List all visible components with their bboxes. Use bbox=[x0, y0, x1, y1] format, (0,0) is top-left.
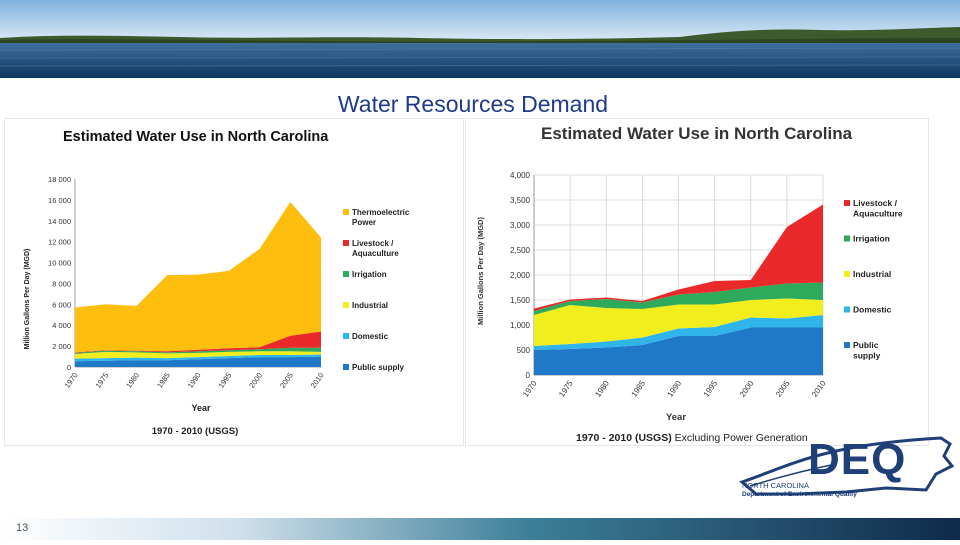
right-y-tick-label: 1,500 bbox=[510, 296, 531, 305]
right-area-domestic bbox=[534, 315, 823, 350]
left-legend-label: Public supply bbox=[352, 363, 405, 372]
right-area-irrigation bbox=[534, 282, 823, 315]
lake-banner-image bbox=[0, 0, 960, 78]
deq-logo-letters: DEQ bbox=[808, 435, 906, 484]
deq-logo-line2: Department of Environmental Quality bbox=[742, 491, 857, 498]
left-legend-swatch bbox=[343, 271, 349, 277]
right-legend-swatch bbox=[844, 342, 850, 348]
chart-right-footnote-rest: Excluding Power Generation bbox=[672, 432, 808, 444]
right-x-tick-label: 2005 bbox=[774, 379, 792, 399]
left-y-tick-label: 14 000 bbox=[48, 217, 71, 226]
left-legend-label: Irrigation bbox=[352, 270, 387, 279]
right-legend-label: Irrigation bbox=[853, 234, 890, 244]
chart-right-svg: Estimated Water Use in North Carolina 0 5… bbox=[476, 124, 903, 444]
right-legend-swatch bbox=[844, 200, 850, 206]
left-legend-swatch bbox=[343, 240, 349, 246]
left-y-tick-label: 16 000 bbox=[48, 196, 71, 205]
left-x-tick-label: 1980 bbox=[124, 371, 141, 390]
left-x-tick-label: 1970 bbox=[63, 371, 80, 390]
left-y-tick-label: 18 000 bbox=[48, 175, 71, 184]
chart-left-ylabel: Million Gallons Per Day (MGD) bbox=[24, 249, 31, 350]
chart-right-title: Estimated Water Use in North Carolina bbox=[541, 124, 853, 143]
right-y-tick-label: 3,500 bbox=[510, 196, 531, 205]
right-legend-label: Industrial bbox=[853, 269, 891, 279]
right-legend-label: Livestock / Aquaculture bbox=[853, 198, 903, 219]
left-area-livestock-aquaculture bbox=[75, 331, 321, 353]
right-y-tick-label: 0 bbox=[526, 371, 531, 380]
left-y-tick-label: 8 000 bbox=[52, 279, 71, 288]
left-area-domestic bbox=[75, 354, 321, 362]
chart-left-xlabel: Year bbox=[191, 403, 211, 413]
left-legend-swatch bbox=[343, 302, 349, 308]
chart-right-footnote: 1970 - 2010 (USGS) Excluding Power Gener… bbox=[576, 432, 808, 444]
right-y-tick-label: 500 bbox=[517, 346, 531, 355]
right-area-industrial bbox=[534, 298, 823, 346]
left-legend-swatch bbox=[343, 364, 349, 370]
deq-logo: DEQ NORTH CAROLINA Department of Environ… bbox=[736, 430, 956, 508]
chart-left-footnote: 1970 - 2010 (USGS) bbox=[152, 426, 239, 437]
left-y-tick-label: 2 000 bbox=[52, 342, 71, 351]
right-legend-label: Public supply bbox=[853, 340, 881, 361]
chart-right-xlabel: Year bbox=[666, 412, 686, 423]
right-y-tick-label: 2,000 bbox=[510, 271, 531, 280]
right-y-tick-label: 3,000 bbox=[510, 221, 531, 230]
right-x-tick-label: 1995 bbox=[702, 379, 720, 399]
right-x-tick-label: 1990 bbox=[666, 379, 684, 399]
left-y-tick-label: 4 000 bbox=[52, 321, 71, 330]
deq-logo-line1: NORTH CAROLINA bbox=[742, 481, 809, 490]
slide-title: Water Resources Demand bbox=[337, 91, 609, 117]
right-y-tick-label: 4,000 bbox=[510, 171, 531, 180]
left-x-tick-label: 1985 bbox=[155, 371, 172, 390]
right-area-public-supply bbox=[534, 327, 823, 375]
right-x-tick-label: 1975 bbox=[557, 379, 575, 399]
left-legend-swatch bbox=[343, 333, 349, 339]
left-legend-swatch bbox=[343, 209, 349, 215]
right-area-livestock-aquaculture bbox=[534, 204, 823, 311]
left-legend-label: Thermoelectric Power bbox=[352, 208, 410, 227]
left-y-tick-label: 12 000 bbox=[48, 238, 71, 247]
chart-left-title: Estimated Water Use in North Carolina bbox=[63, 129, 329, 145]
chart-left: Estimated Water Use in North Carolina 0 2… bbox=[4, 118, 464, 446]
left-x-tick-label: 2010 bbox=[309, 371, 326, 390]
right-legend-swatch bbox=[844, 235, 850, 242]
slide-number: 13 bbox=[16, 522, 29, 534]
right-x-tick-label: 2000 bbox=[738, 379, 756, 399]
left-x-tick-label: 1975 bbox=[93, 371, 110, 390]
left-area-public-supply bbox=[75, 356, 321, 367]
left-legend-label: Livestock / Aquaculture bbox=[352, 239, 399, 258]
right-legend-swatch bbox=[844, 271, 850, 277]
left-y-tick-label: 10 000 bbox=[48, 259, 71, 268]
left-y-tick-label: 0 bbox=[67, 363, 71, 372]
footer-band bbox=[0, 518, 960, 540]
right-x-tick-label: 2010 bbox=[810, 379, 828, 399]
right-x-tick-label: 1980 bbox=[593, 379, 611, 399]
left-area-industrial bbox=[75, 351, 321, 359]
chart-right: Estimated Water Use in North Carolina 0 5… bbox=[465, 118, 929, 446]
chart-right-footnote-bold: 1970 - 2010 (USGS) bbox=[576, 432, 672, 444]
left-area-thermoelectric-power bbox=[75, 202, 321, 353]
chart-right-ylabel: Million Gallons Per Day (MGD) bbox=[476, 217, 485, 325]
left-y-tick-label: 6 000 bbox=[52, 300, 71, 309]
right-y-tick-label: 2,500 bbox=[510, 246, 531, 255]
left-x-tick-label: 1995 bbox=[216, 371, 233, 390]
right-legend-swatch bbox=[844, 306, 850, 313]
right-legend-label: Domestic bbox=[853, 305, 892, 315]
left-area-irrigation bbox=[75, 347, 321, 354]
left-x-tick-label: 2000 bbox=[247, 371, 264, 390]
left-x-tick-label: 1990 bbox=[186, 371, 203, 390]
left-x-tick-label: 2005 bbox=[278, 371, 295, 390]
right-x-tick-label: 1970 bbox=[521, 379, 539, 399]
left-legend-label: Domestic bbox=[352, 332, 389, 341]
chart-left-svg: Estimated Water Use in North Carolina 0 2… bbox=[24, 129, 410, 437]
left-legend-label: Industrial bbox=[352, 301, 388, 310]
right-x-tick-label: 1985 bbox=[629, 379, 647, 399]
right-y-tick-label: 1,000 bbox=[510, 321, 531, 330]
